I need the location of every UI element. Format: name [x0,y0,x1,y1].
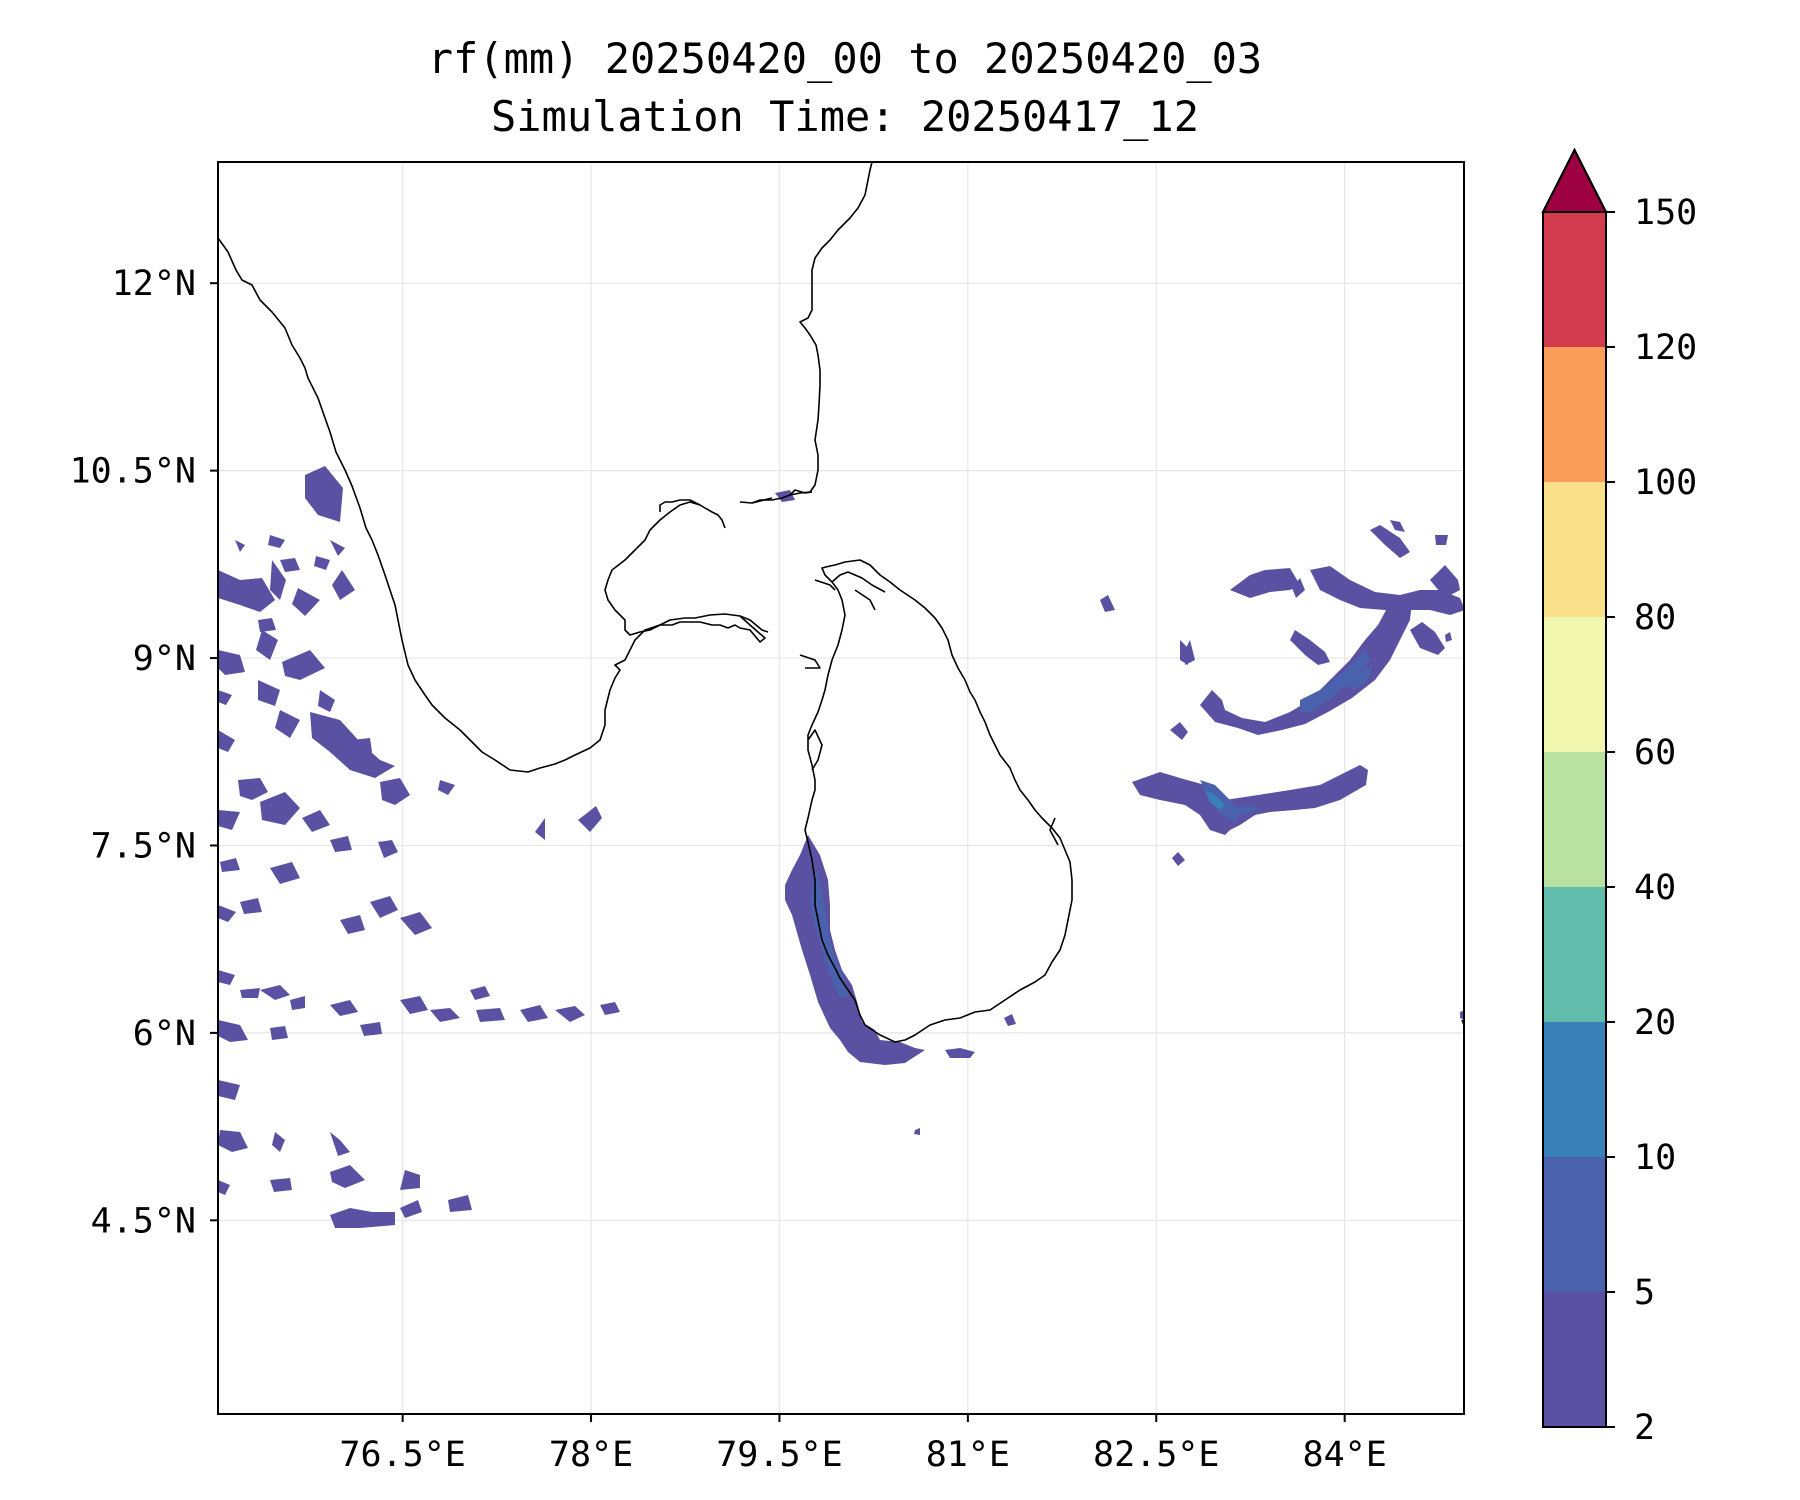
lon-tick-label: 84°E [1303,1435,1387,1475]
rainfall-field [218,466,1464,1228]
colorbar-tick-label: 5 [1634,1273,1655,1313]
colorbar-tick-label: 80 [1634,598,1676,638]
lat-tick-label: 12°N [112,264,196,304]
colorbar-segment [1543,482,1606,617]
axis-ticks: 76.5°E 78°E 79.5°E 81°E 82.5°E 84°E 12°N 10.5°N… [70,264,1387,1475]
coastline [218,162,1464,1043]
colorbar: 2 5 10 20 40 60 80 100 120 150 [1541,147,1697,1448]
lat-tick-label: 4.5°N [91,1201,196,1241]
colorbar-tick-label: 2 [1634,1408,1655,1448]
map-subtitle: Simulation Time: 20250417_12 [490,92,1199,141]
colorbar-segment [1543,1022,1606,1157]
lat-tick-label: 6°N [133,1014,196,1054]
lon-tick-label: 78°E [549,1435,633,1475]
colorbar-tick-label: 20 [1634,1003,1676,1043]
lat-tick-label: 10.5°N [70,452,196,492]
colorbar-segment [1543,617,1606,752]
colorbar-segment [1543,212,1606,347]
colorbar-tick-label: 40 [1634,868,1676,908]
map-title: rf(mm) 20250420_00 to 20250420_03 [427,34,1263,83]
colorbar-tick-label: 100 [1634,463,1697,503]
lon-tick-label: 81°E [926,1435,1010,1475]
colorbar-segment [1543,1157,1606,1292]
colorbar-tick-label: 10 [1634,1138,1676,1178]
colorbar-tick-label: 150 [1634,193,1697,233]
lon-tick-label: 82.5°E [1093,1435,1219,1475]
colorbar-extend-arrow [1541,147,1608,213]
colorbar-segment [1543,1292,1606,1427]
colorbar-segment [1543,347,1606,482]
colorbar-tick-label: 60 [1634,733,1676,773]
rain-area-arabian-sea [218,466,620,1228]
colorbar-tick-label: 120 [1634,328,1697,368]
lon-tick-label: 76.5°E [339,1435,465,1475]
lat-tick-label: 9°N [133,639,196,679]
rain-area-bay-of-bengal [1100,520,1464,1020]
colorbar-segment [1543,887,1606,1022]
lon-tick-label: 79.5°E [716,1435,842,1475]
colorbar-segment [1543,752,1606,887]
map-frame [217,161,1465,1415]
colorbar-outline [1542,147,1607,1428]
lat-tick-label: 7.5°N [91,826,196,866]
